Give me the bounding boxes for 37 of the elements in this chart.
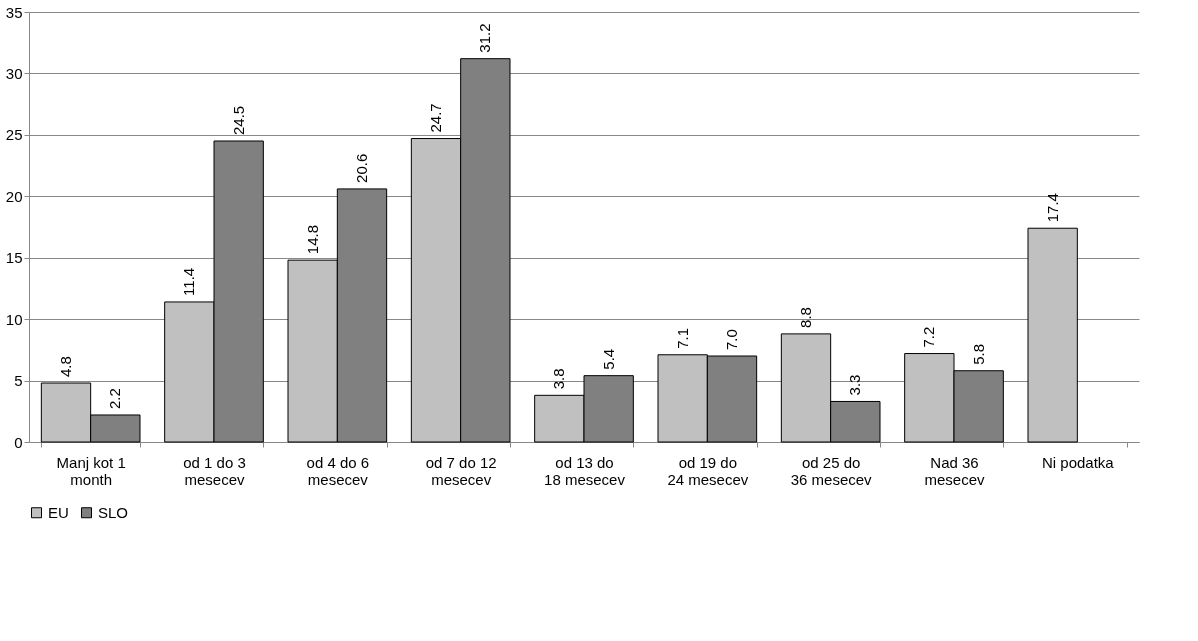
data-label: 2.2 <box>106 388 124 409</box>
data-label: 14.8 <box>303 224 321 255</box>
data-label: 4.8 <box>57 356 74 378</box>
y-tick-label: 25 <box>5 126 23 144</box>
data-label: 3.8 <box>550 368 568 390</box>
y-tick-label: 10 <box>5 310 23 328</box>
data-label: 5.4 <box>599 348 617 370</box>
y-tick-label: 0 <box>14 433 23 451</box>
x-tick-label: od 7 do 12 mesecev <box>425 453 497 488</box>
data-label: 11.4 <box>180 267 198 296</box>
data-label: 8.8 <box>797 307 814 328</box>
y-tick-label: 5 <box>14 372 23 390</box>
legend-label: SLO <box>98 503 129 521</box>
data-label: 20.6 <box>353 153 370 183</box>
data-label: 17.4 <box>1043 193 1061 223</box>
data-label: 24.5 <box>229 105 247 135</box>
y-tick-label: 30 <box>5 64 23 82</box>
data-label: 31.2 <box>476 23 494 53</box>
y-tick-label: 20 <box>5 187 23 205</box>
x-tick-label: od 13 do 18 mesecev <box>544 453 626 488</box>
data-label: 24.7 <box>427 103 444 133</box>
data-label: 7.1 <box>673 327 691 349</box>
legend-label: EU <box>48 503 69 521</box>
bar <box>1027 227 1078 443</box>
data-label: 3.3 <box>846 374 864 396</box>
x-tick-label: od 25 do 36 mesecev <box>790 453 873 488</box>
x-tick-label: od 1 do 3 mesecev <box>183 453 246 488</box>
y-tick-label: 15 <box>5 249 23 267</box>
x-tick-label: Nad 36 mesecev <box>924 453 986 488</box>
x-tick-label: od 19 do 24 mesecev <box>667 453 749 488</box>
y-tick-label: 35 <box>5 3 23 21</box>
x-tick-label: od 4 do 6 mesecev <box>306 453 370 488</box>
data-label: 7.0 <box>723 329 740 350</box>
data-label: 5.8 <box>969 343 987 365</box>
x-tick-label: Ni podatka <box>1041 453 1115 471</box>
data-label: 7.2 <box>920 326 938 348</box>
x-tick-label: Manj kot 1 month <box>56 453 126 488</box>
